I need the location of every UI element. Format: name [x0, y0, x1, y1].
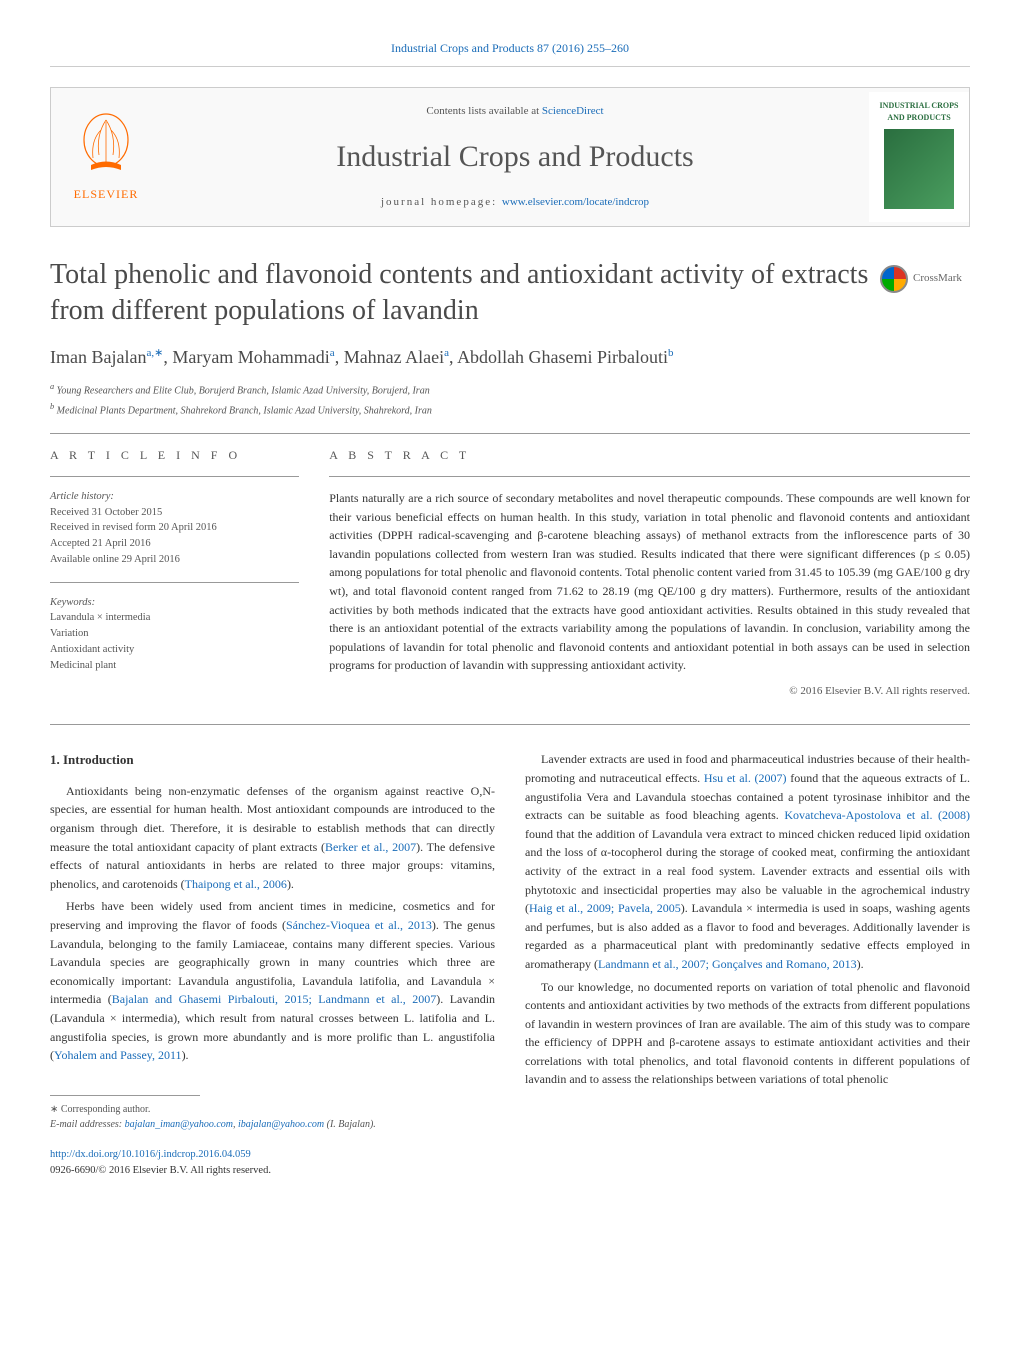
cover-image-icon — [884, 129, 954, 209]
elsevier-logo: ELSEVIER — [51, 92, 161, 222]
abstract-text: Plants naturally are a rich source of se… — [329, 489, 970, 675]
affiliations: a Young Researchers and Elite Club, Boru… — [50, 381, 970, 418]
right-column: Lavender extracts are used in food and p… — [525, 750, 970, 1178]
body-paragraph: Lavender extracts are used in food and p… — [525, 750, 970, 973]
author-name: Iman Bajalan — [50, 347, 146, 367]
affiliation: a Young Researchers and Elite Club, Boru… — [50, 381, 970, 398]
author-name: Maryam Mohammadi — [172, 347, 329, 367]
sciencedirect-link[interactable]: ScienceDirect — [542, 105, 604, 117]
body-paragraph: Antioxidants being non-enzymatic defense… — [50, 782, 495, 894]
revised-date: Received in revised form 20 April 2016 — [50, 520, 299, 536]
article-info-label: A R T I C L E I N F O — [50, 446, 299, 464]
email-suffix: (I. Bajalan). — [324, 1119, 376, 1130]
authors-line: Iman Bajalana,∗, Maryam Mohammadia, Mahn… — [50, 344, 970, 371]
issn-copyright: 0926-6690/© 2016 Elsevier B.V. All right… — [50, 1165, 271, 1176]
citation-link[interactable]: Bajalan and Ghasemi Pirbalouti, 2015; La… — [112, 992, 437, 1006]
doi-block: http://dx.doi.org/10.1016/j.indcrop.2016… — [50, 1147, 495, 1179]
email-link-1[interactable]: bajalan_iman@yahoo.com — [125, 1119, 233, 1130]
author-name: Abdollah Ghasemi Pirbalouti — [457, 347, 668, 367]
abstract-copyright: © 2016 Elsevier B.V. All rights reserved… — [329, 683, 970, 700]
homepage-link[interactable]: www.elsevier.com/locate/indcrop — [502, 196, 649, 208]
citation-link[interactable]: Sánchez-Vioquea et al., 2013 — [286, 918, 432, 932]
abstract-column: A B S T R A C T Plants naturally are a r… — [329, 446, 970, 699]
author-sup: a,∗ — [146, 347, 163, 359]
crossmark-badge[interactable]: CrossMark — [880, 265, 970, 293]
accepted-date: Accepted 21 April 2016 — [50, 536, 299, 552]
citation-link[interactable]: Berker et al., 2007 — [325, 840, 416, 854]
keyword: Antioxidant activity — [50, 642, 299, 658]
author-sup: a — [330, 347, 335, 359]
divider — [50, 433, 970, 434]
journal-center: Contents lists available at ScienceDirec… — [161, 88, 869, 226]
author-sup: a — [444, 347, 449, 359]
keywords-label: Keywords: — [50, 595, 299, 611]
author-sup: b — [668, 347, 674, 359]
elsevier-tree-icon — [71, 110, 141, 180]
article-title: Total phenolic and flavonoid contents an… — [50, 257, 880, 330]
crossmark-label: CrossMark — [913, 270, 962, 287]
citation-link[interactable]: Industrial Crops and Products 87 (2016) … — [391, 41, 629, 55]
elsevier-label: ELSEVIER — [74, 185, 139, 203]
citation-link[interactable]: Kovatcheva-Apostolova et al. (2008) — [784, 808, 970, 822]
header-citation: Industrial Crops and Products 87 (2016) … — [50, 30, 970, 67]
intro-heading: 1. Introduction — [50, 750, 495, 770]
corresponding-footer: ∗ Corresponding author. E-mail addresses… — [50, 1095, 495, 1132]
homepage-prefix: journal homepage: — [381, 196, 502, 208]
citation-link[interactable]: Hsu et al. (2007) — [704, 771, 787, 785]
article-info-column: A R T I C L E I N F O Article history: R… — [50, 446, 299, 699]
journal-name: Industrial Crops and Products — [171, 134, 859, 179]
author-name: Mahnaz Alaei — [344, 347, 444, 367]
journal-cover-thumb: INDUSTRIAL CROPS AND PRODUCTS — [869, 92, 969, 222]
email-link-2[interactable]: ibajalan@yahoo.com — [238, 1119, 324, 1130]
citation-link[interactable]: Haig et al., 2009; Pavela, 2005 — [529, 901, 681, 915]
corresponding-label: ∗ Corresponding author. — [50, 1102, 495, 1117]
online-date: Available online 29 April 2016 — [50, 552, 299, 568]
body-paragraph: Herbs have been widely used from ancient… — [50, 897, 495, 1064]
email-label: E-mail addresses: — [50, 1119, 125, 1130]
crossmark-icon — [880, 265, 908, 293]
body-paragraph: To our knowledge, no documented reports … — [525, 978, 970, 1090]
keyword: Medicinal plant — [50, 658, 299, 674]
cover-title: INDUSTRIAL CROPS AND PRODUCTS — [877, 100, 961, 124]
journal-info-box: ELSEVIER Contents lists available at Sci… — [50, 87, 970, 227]
history-label: Article history: — [50, 489, 299, 505]
citation-link[interactable]: Thaipong et al., 2006 — [185, 877, 287, 891]
contents-prefix: Contents lists available at — [426, 105, 541, 117]
abstract-label: A B S T R A C T — [329, 446, 970, 464]
doi-link[interactable]: http://dx.doi.org/10.1016/j.indcrop.2016… — [50, 1149, 251, 1160]
citation-link[interactable]: Yohalem and Passey, 2011 — [54, 1048, 182, 1062]
received-date: Received 31 October 2015 — [50, 505, 299, 521]
left-column: 1. Introduction Antioxidants being non-e… — [50, 750, 495, 1178]
citation-link[interactable]: Landmann et al., 2007; Gonçalves and Rom… — [598, 957, 857, 971]
keyword: Lavandula × intermedia — [50, 610, 299, 626]
divider — [50, 724, 970, 725]
keyword: Variation — [50, 626, 299, 642]
affiliation: b Medicinal Plants Department, Shahrekor… — [50, 401, 970, 418]
